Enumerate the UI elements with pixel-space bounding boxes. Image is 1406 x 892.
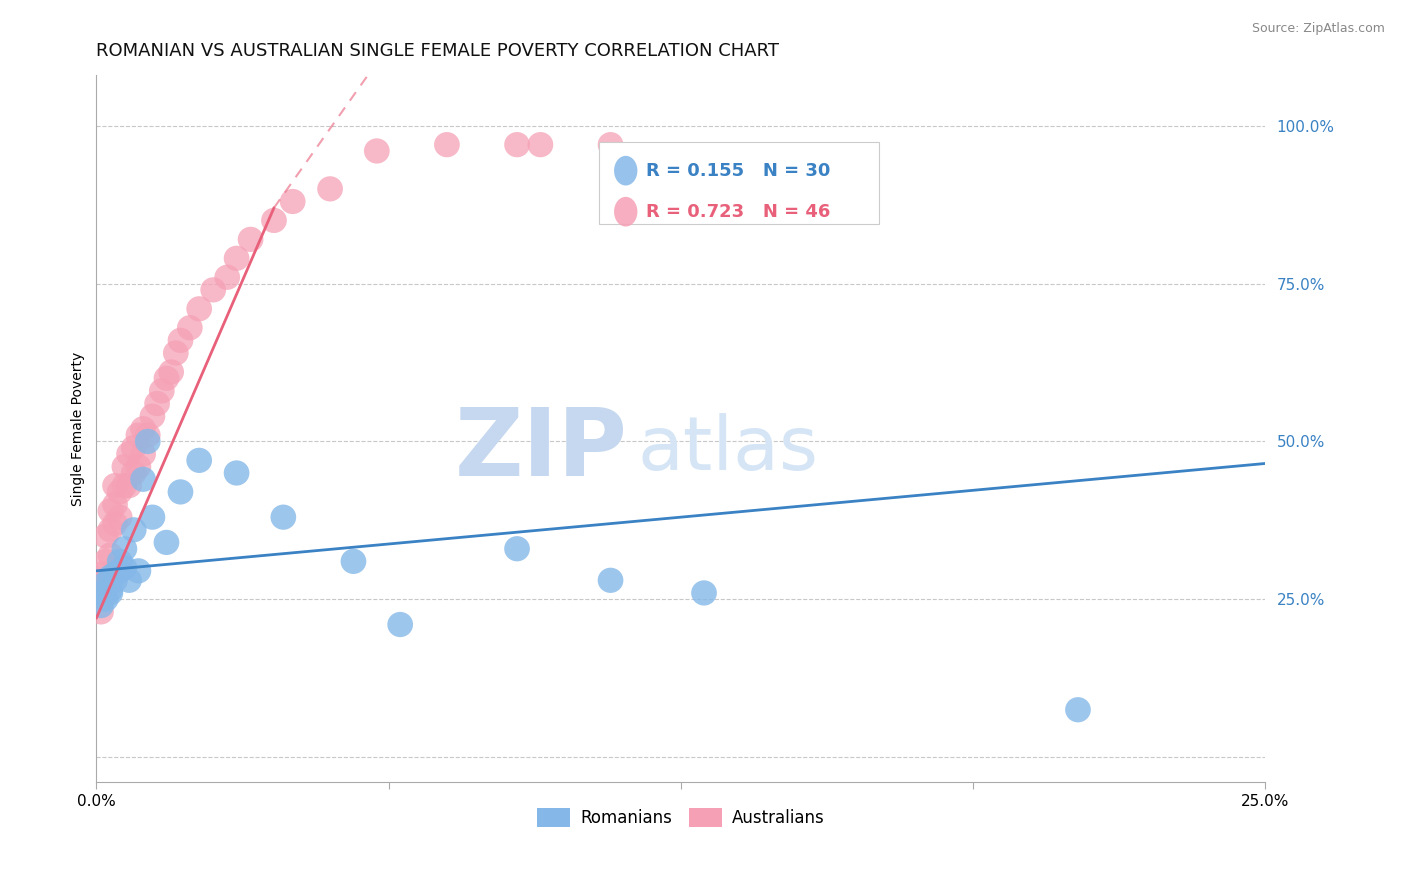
Ellipse shape [145,391,170,417]
Ellipse shape [1066,698,1091,723]
Ellipse shape [224,460,249,485]
Ellipse shape [117,567,142,593]
Ellipse shape [93,524,118,549]
Ellipse shape [270,505,297,530]
Ellipse shape [103,511,128,536]
Ellipse shape [117,473,142,499]
Ellipse shape [238,227,263,252]
Ellipse shape [97,581,124,606]
Ellipse shape [131,442,156,467]
Ellipse shape [89,581,114,606]
Ellipse shape [107,558,132,583]
Text: ROMANIAN VS AUSTRALIAN SINGLE FEMALE POVERTY CORRELATION CHART: ROMANIAN VS AUSTRALIAN SINGLE FEMALE POV… [97,42,779,60]
Ellipse shape [103,561,128,587]
Ellipse shape [214,265,240,290]
Ellipse shape [167,479,194,505]
Ellipse shape [89,599,114,624]
Ellipse shape [131,467,156,491]
Ellipse shape [167,327,194,353]
Ellipse shape [89,581,114,606]
Ellipse shape [149,378,174,403]
Ellipse shape [97,517,124,542]
Ellipse shape [614,197,637,227]
Ellipse shape [121,460,146,485]
Y-axis label: Single Female Poverty: Single Female Poverty [72,351,86,506]
Ellipse shape [201,277,226,302]
Ellipse shape [125,423,152,448]
Ellipse shape [125,454,152,479]
Ellipse shape [163,341,188,366]
Ellipse shape [107,479,132,505]
Ellipse shape [614,156,637,186]
Ellipse shape [340,549,367,574]
Ellipse shape [111,555,138,581]
Ellipse shape [97,542,124,567]
Ellipse shape [280,189,305,214]
Ellipse shape [97,499,124,524]
Text: R = 0.723   N = 46: R = 0.723 N = 46 [645,202,830,220]
Ellipse shape [598,567,623,593]
Ellipse shape [93,567,118,593]
Ellipse shape [139,505,166,530]
Ellipse shape [103,473,128,499]
Ellipse shape [125,558,152,583]
Ellipse shape [93,549,118,574]
Ellipse shape [97,565,124,590]
Ellipse shape [177,315,202,341]
Ellipse shape [153,366,180,391]
Text: ZIP: ZIP [456,404,628,496]
Ellipse shape [107,505,132,530]
Ellipse shape [111,536,138,561]
Ellipse shape [187,448,212,473]
Ellipse shape [505,132,530,157]
Ellipse shape [139,403,166,429]
Ellipse shape [93,587,118,612]
Ellipse shape [598,132,623,157]
Text: Source: ZipAtlas.com: Source: ZipAtlas.com [1251,22,1385,36]
Ellipse shape [135,423,160,448]
Ellipse shape [187,296,212,321]
Ellipse shape [159,359,184,384]
Text: R = 0.155   N = 30: R = 0.155 N = 30 [645,161,830,179]
Ellipse shape [121,517,146,542]
FancyBboxPatch shape [599,143,879,224]
Ellipse shape [121,435,146,460]
Ellipse shape [364,138,389,163]
Ellipse shape [117,442,142,467]
Ellipse shape [89,561,114,587]
Ellipse shape [135,429,160,454]
Text: atlas: atlas [637,414,818,486]
Legend: Romanians, Australians: Romanians, Australians [530,802,831,834]
Ellipse shape [107,549,132,574]
Ellipse shape [262,208,287,233]
Ellipse shape [103,491,128,517]
Ellipse shape [153,530,180,555]
Ellipse shape [131,417,156,442]
Ellipse shape [111,454,138,479]
Ellipse shape [111,473,138,499]
Ellipse shape [89,593,114,618]
Ellipse shape [434,132,460,157]
Ellipse shape [318,177,343,202]
Ellipse shape [692,581,717,606]
Ellipse shape [103,567,128,593]
Ellipse shape [527,132,554,157]
Ellipse shape [387,612,413,637]
Ellipse shape [505,536,530,561]
Ellipse shape [224,245,249,271]
Ellipse shape [93,571,118,596]
Ellipse shape [97,577,124,602]
